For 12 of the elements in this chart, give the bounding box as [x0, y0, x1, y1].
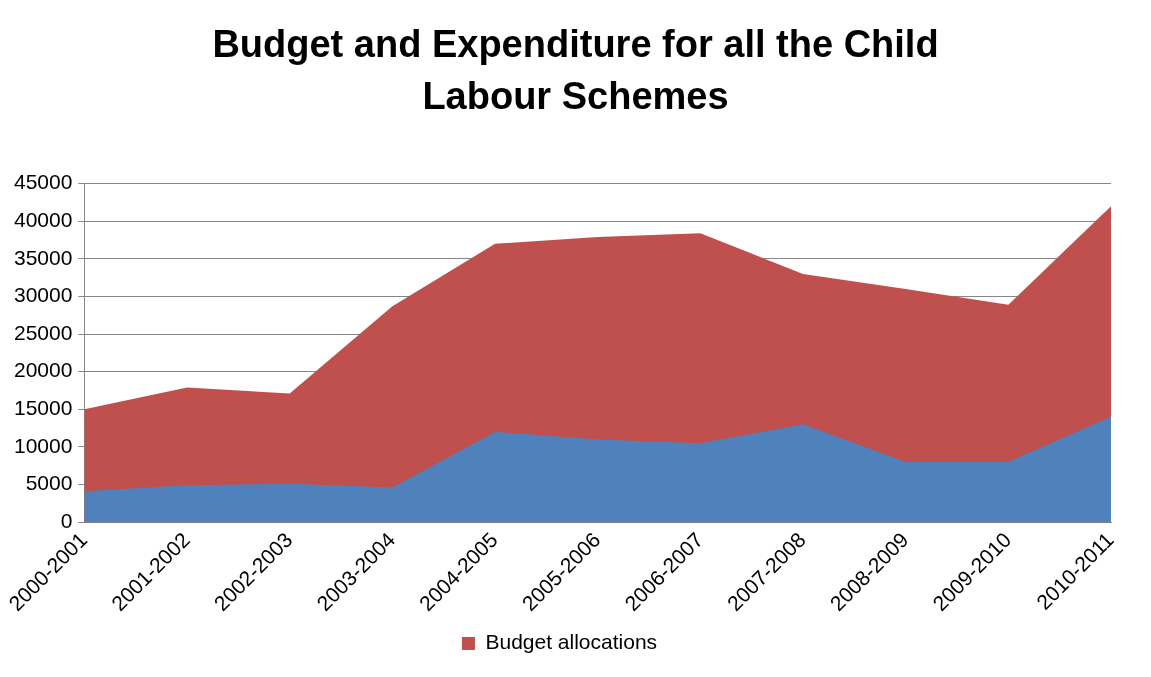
y-tick-label: 10000 [13, 433, 73, 457]
y-tick-label: 35000 [13, 245, 73, 269]
y-tick-label: 25000 [13, 320, 73, 344]
y-tick-label: 45000 [13, 170, 73, 194]
y-tick-label: 40000 [13, 208, 73, 232]
y-tick-label: 15000 [13, 396, 73, 420]
legend-label: Budget allocations [485, 630, 658, 654]
y-tick-label: 20000 [13, 358, 73, 382]
y-tick-label: 0 [60, 508, 73, 532]
chart-title: Budget and Expenditure for all the Child Labour Schemes [211, 22, 940, 119]
y-tick-label: 30000 [13, 283, 73, 307]
y-tick-label: 5000 [25, 471, 73, 495]
